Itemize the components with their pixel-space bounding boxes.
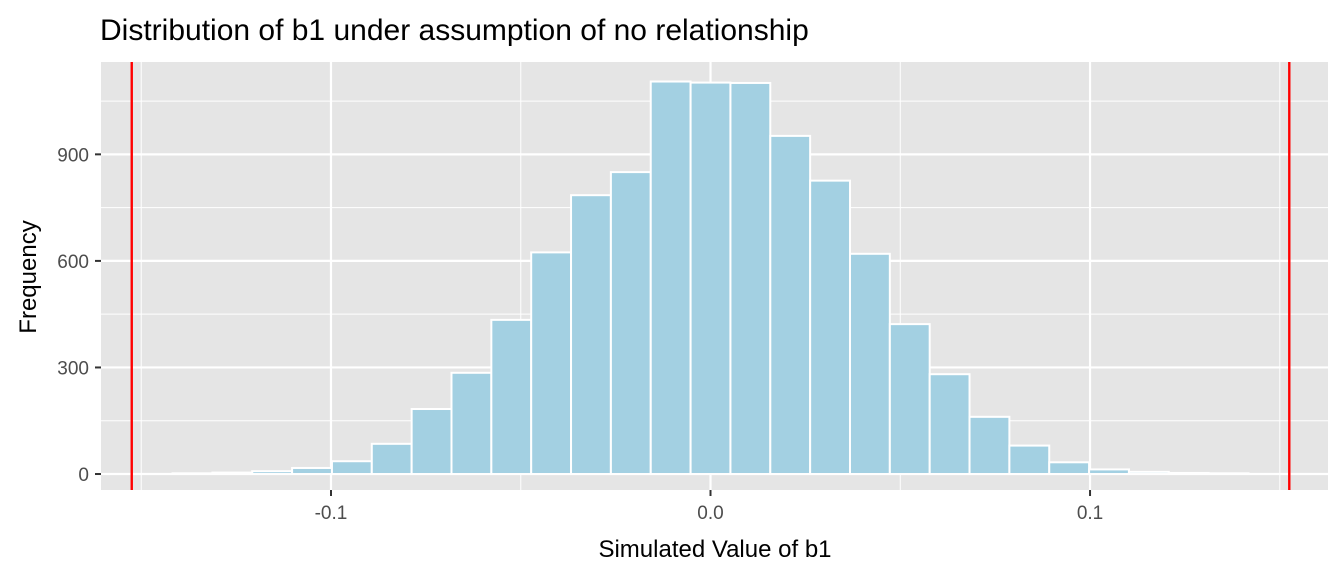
histogram-bar	[410, 408, 453, 476]
x-tick-label: -0.1	[315, 503, 348, 524]
histogram-bar	[530, 251, 573, 476]
histogram-bar	[689, 81, 732, 476]
y-tick-label: 900	[57, 145, 89, 166]
histogram-bar	[490, 318, 533, 476]
histogram-bar	[1008, 444, 1051, 476]
histogram-bar	[370, 442, 413, 476]
y-axis-title: Frequency	[15, 220, 42, 333]
y-axis: 0 300 600 900	[57, 145, 101, 486]
x-axis: -0.1 0.0 0.1	[315, 490, 1103, 524]
y-tick-label: 300	[57, 358, 89, 379]
reference-lines	[130, 62, 1291, 490]
histogram-bar	[1207, 472, 1250, 476]
histogram-bar	[171, 472, 214, 476]
histogram-bar	[570, 194, 612, 476]
histogram-bar	[968, 415, 1011, 476]
histogram-bar	[1088, 468, 1130, 476]
histogram-bar	[1127, 470, 1170, 476]
x-axis-title: Simulated Value of b1	[598, 536, 831, 563]
x-tick-label: 0.0	[697, 503, 723, 524]
histogram-bar	[211, 471, 254, 476]
histogram-bar	[609, 171, 652, 476]
chart-title: Distribution of b1 under assumption of n…	[100, 14, 809, 47]
histogram-bar	[769, 134, 812, 476]
histogram-bar	[888, 323, 931, 476]
histogram-bar	[729, 81, 772, 476]
histogram-bar	[1167, 471, 1210, 476]
histogram-bar	[1048, 461, 1091, 476]
histogram-bars	[171, 80, 1250, 476]
histogram-bar	[450, 371, 493, 476]
histogram-bar	[848, 252, 891, 476]
histogram-bar	[251, 470, 294, 476]
y-tick-label: 600	[57, 252, 89, 273]
histogram-bar	[330, 460, 373, 476]
y-tick-label: 0	[78, 465, 89, 486]
histogram-bar	[649, 80, 692, 476]
histogram-bar	[809, 179, 851, 476]
x-tick-label: 0.1	[1077, 503, 1103, 524]
histogram-bar	[928, 373, 971, 476]
histogram-bar	[291, 466, 333, 476]
